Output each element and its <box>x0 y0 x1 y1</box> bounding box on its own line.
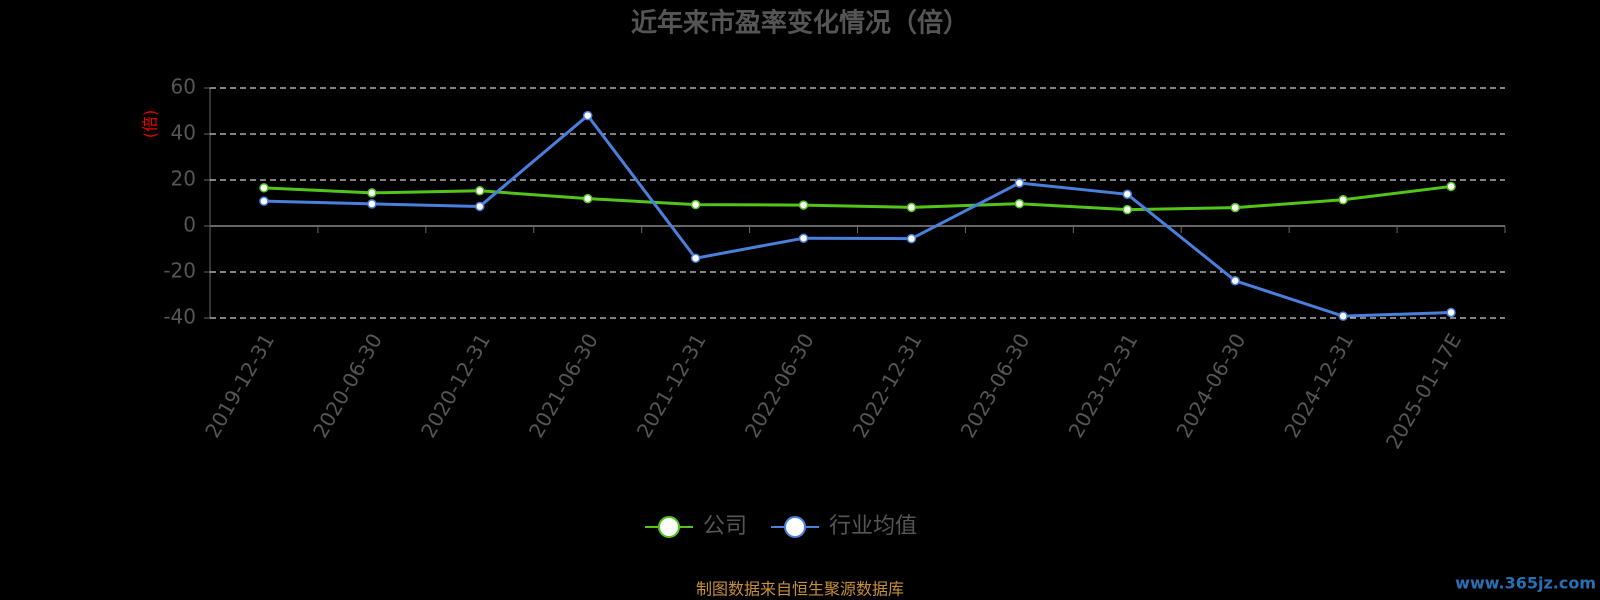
point <box>1446 181 1456 192</box>
point <box>1014 198 1025 209</box>
point <box>1230 202 1240 213</box>
watermark: www.365jz.com <box>1455 574 1596 593</box>
series-line <box>263 113 1452 318</box>
point <box>798 200 809 210</box>
y-tick-label: -20 <box>163 259 196 283</box>
point <box>906 202 917 213</box>
point <box>1338 195 1348 205</box>
y-tick-label: 0 <box>183 213 196 237</box>
series-line <box>263 184 1452 212</box>
point <box>475 201 485 212</box>
point <box>798 233 809 243</box>
chart-title: 近年来市盈率变化情况（倍） <box>631 8 969 39</box>
point <box>259 183 269 193</box>
legend-label: 行业均值 <box>829 514 917 539</box>
legend-marker <box>658 516 680 538</box>
point <box>582 193 593 204</box>
legend-marker <box>784 516 807 538</box>
point <box>1122 204 1133 215</box>
point <box>1338 311 1348 321</box>
point <box>906 233 917 244</box>
point <box>1122 189 1133 200</box>
point <box>690 199 701 210</box>
y-tick-label: 20 <box>171 167 196 191</box>
point <box>690 253 701 263</box>
source-note: 制图数据来自恒生聚源数据库 <box>696 580 904 599</box>
point <box>367 188 377 198</box>
y-tick-label: 60 <box>171 75 196 99</box>
point <box>1230 275 1240 286</box>
point <box>367 199 377 209</box>
y-axis-label: (倍) <box>141 110 160 139</box>
point <box>1446 307 1456 318</box>
point <box>259 196 269 206</box>
point <box>582 110 593 121</box>
point <box>1014 178 1025 188</box>
y-tick-label: 40 <box>171 121 196 145</box>
point <box>475 186 485 196</box>
legend-label: 公司 <box>703 514 747 539</box>
y-tick-label: -40 <box>163 305 196 329</box>
